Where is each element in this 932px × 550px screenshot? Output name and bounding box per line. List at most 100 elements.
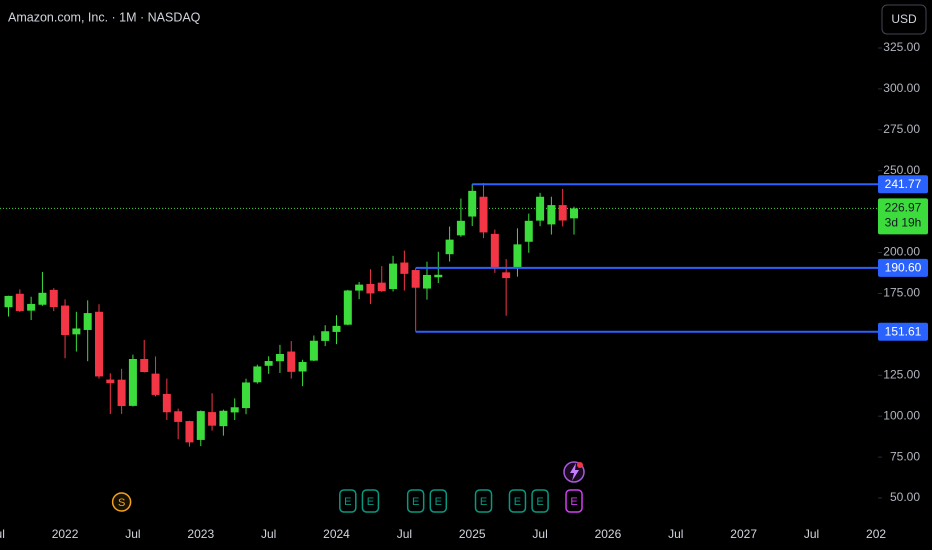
x-tick-label: Jul [804,527,819,541]
x-tick-label: Jul [0,527,5,541]
x-tick-label: Jul [261,527,276,541]
x-tick-label: Jul [668,527,683,541]
currency-button[interactable] [881,4,927,35]
candle-body [196,411,205,440]
x-tick-label: 2023 [187,527,214,541]
earnings-event [565,489,583,513]
level-label-bg [878,175,928,194]
candle-body [422,274,431,289]
candle-body [83,313,92,330]
candle-body [558,205,567,221]
y-tick-label: 325.00 [883,40,920,54]
candle-body [162,393,171,413]
price-axis: 50.0075.00100.00125.00150.00175.00200.00… [878,40,928,504]
level-label: 241.77 [885,177,922,191]
y-tick-label: 300.00 [883,81,920,95]
candle-body [275,354,284,362]
candle-body [185,421,194,443]
event-label: E [480,496,487,508]
candle-body [513,244,522,268]
y-tick-label: 75.00 [890,449,920,463]
y-tick-label: 250.00 [883,163,920,177]
candle-body [536,196,545,221]
currency-label[interactable]: USD [891,12,917,26]
y-tick-label: 100.00 [883,408,920,422]
x-tick-label: 2026 [595,527,622,541]
candle-body [208,412,217,426]
earnings-event [531,489,549,513]
x-axis: Jul 2022 Jul 2023 Jul 2024 Jul 2025 Jul 2026 Jul 20… [0,527,893,541]
candle-body [377,282,386,292]
earnings-event [339,489,357,513]
event-label: E [570,496,577,508]
event-label: E [344,496,351,508]
x-tick-label: 2025 [459,527,486,541]
candle-body [117,379,126,407]
y-tick-label: 200.00 [883,245,920,259]
candle-body [15,293,24,311]
candle-body [355,284,364,291]
event-label: S [118,497,125,509]
upcoming-icon-dot [577,462,584,468]
candle-body [479,196,488,233]
last-price-label-bg [878,198,928,235]
candle-body [570,208,579,219]
x-tick-label: Jul [125,527,140,541]
event-label: E [367,496,374,508]
earnings-event [508,489,527,513]
countdown-label: 3d 19h [885,216,922,230]
x-tick-label: 2027 [730,527,757,541]
candle-body [264,361,273,366]
candle-body [106,379,115,384]
x-tick-label: 2022 [52,527,79,541]
split-event [111,492,132,512]
earnings-event [474,489,493,513]
candle-body [332,325,341,332]
candle-body [72,328,81,335]
candle-body [400,262,409,274]
level-label: 151.61 [885,324,922,338]
candle-body [490,233,499,269]
x-tick-label: 2028 [866,527,893,541]
event-label: E [435,496,442,508]
candle-body [27,303,36,311]
candle-body [298,362,307,372]
x-tick-label: 2024 [323,527,350,541]
candle-body [411,270,420,288]
candle-body [49,289,58,308]
x-tick-label: Jul [397,527,412,541]
event-label: E [412,496,419,508]
earnings-event [429,489,448,513]
level-label-bg [878,258,928,277]
candle-body [128,358,137,406]
candle-body [219,410,228,427]
candle-body [524,220,533,242]
last-price-label: 226.97 [885,201,922,215]
candle-body [230,407,239,413]
candle-body [389,263,398,290]
earnings-event [406,489,425,513]
candle-body [445,239,454,255]
candle-body [309,340,318,361]
x-tick-label: Jul [532,527,547,541]
candle-body [4,295,13,308]
level-label-bg [878,322,928,341]
chart-title: Amazon.com, Inc. · 1M · NASDAQ [8,10,201,24]
event-label: E [514,496,521,508]
upcoming-icon-bolt [570,463,580,481]
earnings-event [361,489,380,513]
candle-body [366,283,375,294]
candle-body [434,274,443,278]
y-tick-label: 175.00 [883,286,920,300]
candle-body [456,220,465,236]
candle-body [468,190,477,217]
candle-body [174,411,183,422]
candle-body [321,331,330,341]
y-tick-label: 275.00 [883,122,920,136]
candle-body [38,292,47,305]
candle-body [287,351,296,372]
